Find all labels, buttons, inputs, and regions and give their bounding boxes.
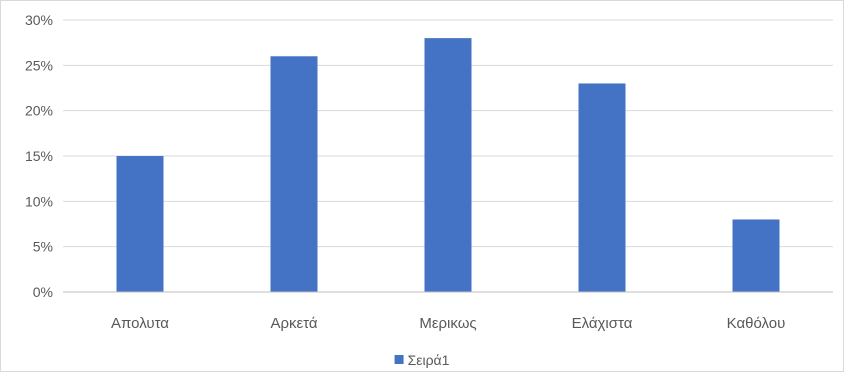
x-category-label: Αρκετά bbox=[270, 315, 317, 332]
y-tick-label: 20% bbox=[25, 103, 53, 119]
bar-5 bbox=[732, 219, 780, 292]
bar-2 bbox=[270, 56, 318, 293]
x-category-label: Ελάχιστα bbox=[572, 315, 633, 332]
bar-3 bbox=[424, 38, 472, 293]
y-axis-ticks: 0% 5% 10% 15% 20% 25% 30% bbox=[25, 12, 53, 300]
x-category-label: Καθόλου bbox=[727, 315, 786, 332]
legend: Σειρά1 bbox=[394, 352, 450, 368]
legend-label-series-1: Σειρά1 bbox=[408, 352, 450, 368]
bar-4 bbox=[578, 83, 626, 292]
y-tick-label: 0% bbox=[33, 284, 53, 300]
bar-1 bbox=[116, 156, 164, 292]
y-tick-label: 25% bbox=[25, 57, 53, 73]
x-category-label: Απολυτα bbox=[111, 315, 169, 332]
y-tick-label: 15% bbox=[25, 148, 53, 164]
legend-swatch-series-1 bbox=[394, 355, 404, 364]
y-tick-label: 5% bbox=[33, 239, 53, 255]
x-axis-categories: Απολυτα Αρκετά Μερικως Ελάχιστα Καθόλου bbox=[111, 315, 785, 332]
y-tick-label: 10% bbox=[25, 193, 53, 209]
y-tick-label: 30% bbox=[25, 12, 53, 28]
bars bbox=[116, 38, 780, 293]
x-category-label: Μερικως bbox=[419, 315, 476, 332]
